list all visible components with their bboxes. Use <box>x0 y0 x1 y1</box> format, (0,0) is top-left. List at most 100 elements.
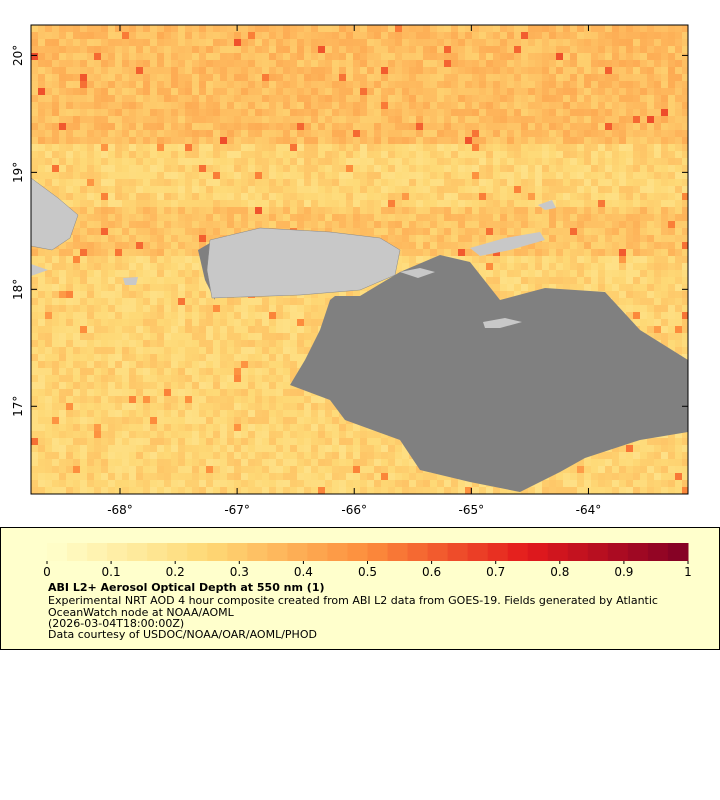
aod-cell <box>514 130 521 137</box>
aod-cell <box>388 130 395 137</box>
aod-cell <box>353 67 360 74</box>
aod-cell <box>535 263 542 270</box>
aod-cell <box>73 235 80 242</box>
aod-cell <box>52 25 59 32</box>
aod-cell <box>220 151 227 158</box>
aod-cell <box>108 172 115 179</box>
aod-cell <box>290 144 297 151</box>
aod-cell <box>262 214 269 221</box>
aod-cell <box>563 25 570 32</box>
aod-cell <box>248 361 255 368</box>
aod-cell <box>507 130 514 137</box>
aod-cell <box>612 235 619 242</box>
aod-cell <box>122 116 129 123</box>
aod-cell <box>514 151 521 158</box>
aod-cell <box>52 298 59 305</box>
aod-cell <box>276 389 283 396</box>
aod-cell <box>626 81 633 88</box>
aod-cell <box>136 242 143 249</box>
aod-cell <box>115 347 122 354</box>
aod-cell <box>675 60 682 67</box>
aod-cell <box>185 74 192 81</box>
aod-cell <box>185 284 192 291</box>
aod-cell <box>276 32 283 39</box>
aod-cell <box>514 102 521 109</box>
aod-cell <box>661 67 668 74</box>
aod-cell <box>423 137 430 144</box>
aod-cell <box>437 81 444 88</box>
aod-cell <box>577 102 584 109</box>
aod-cell <box>591 221 598 228</box>
aod-cell <box>185 361 192 368</box>
aod-cell <box>304 298 311 305</box>
aod-cell <box>213 130 220 137</box>
aod-cell <box>129 361 136 368</box>
aod-cell <box>549 144 556 151</box>
aod-cell <box>346 200 353 207</box>
aod-cell <box>423 249 430 256</box>
aod-cell <box>290 354 297 361</box>
aod-cell <box>297 354 304 361</box>
aod-cell <box>535 277 542 284</box>
aod-cell <box>500 158 507 165</box>
aod-cell <box>542 123 549 130</box>
aod-cell <box>493 32 500 39</box>
aod-cell <box>675 291 682 298</box>
aod-cell <box>31 319 38 326</box>
aod-cell <box>178 326 185 333</box>
aod-cell <box>304 326 311 333</box>
aod-cell <box>640 25 647 32</box>
aod-cell <box>59 186 66 193</box>
aod-cell <box>479 60 486 67</box>
aod-cell <box>661 130 668 137</box>
aod-cell <box>80 291 87 298</box>
aod-cell <box>171 74 178 81</box>
aod-cell <box>409 249 416 256</box>
aod-cell <box>31 151 38 158</box>
aod-cell <box>52 165 59 172</box>
aod-cell <box>241 221 248 228</box>
aod-cell <box>409 109 416 116</box>
aod-cell <box>423 158 430 165</box>
aod-cell <box>521 53 528 60</box>
aod-cell <box>290 347 297 354</box>
aod-cell <box>52 74 59 81</box>
aod-cell <box>227 221 234 228</box>
aod-cell <box>94 123 101 130</box>
aod-cell <box>73 88 80 95</box>
aod-cell <box>108 179 115 186</box>
aod-cell <box>479 193 486 200</box>
aod-cell <box>528 228 535 235</box>
aod-cell <box>577 249 584 256</box>
aod-cell <box>52 81 59 88</box>
aod-cell <box>304 144 311 151</box>
aod-cell <box>668 172 675 179</box>
aod-cell <box>367 130 374 137</box>
aod-cell <box>535 242 542 249</box>
aod-cell <box>374 130 381 137</box>
aod-cell <box>577 81 584 88</box>
aod-cell <box>570 263 577 270</box>
aod-cell <box>521 60 528 67</box>
aod-cell <box>402 186 409 193</box>
aod-cell <box>150 221 157 228</box>
aod-cell <box>409 95 416 102</box>
aod-cell <box>654 186 661 193</box>
aod-cell <box>192 375 199 382</box>
aod-cell <box>283 172 290 179</box>
aod-cell <box>472 200 479 207</box>
aod-cell <box>563 158 570 165</box>
aod-cell <box>486 158 493 165</box>
aod-cell <box>542 207 549 214</box>
aod-cell <box>101 291 108 298</box>
aod-cell <box>619 25 626 32</box>
aod-cell <box>682 284 688 291</box>
aod-cell <box>311 298 318 305</box>
aod-cell <box>220 32 227 39</box>
aod-cell <box>115 200 122 207</box>
aod-cell <box>332 137 339 144</box>
aod-cell <box>486 46 493 53</box>
aod-cell <box>549 102 556 109</box>
aod-cell <box>304 151 311 158</box>
aod-cell <box>73 242 80 249</box>
